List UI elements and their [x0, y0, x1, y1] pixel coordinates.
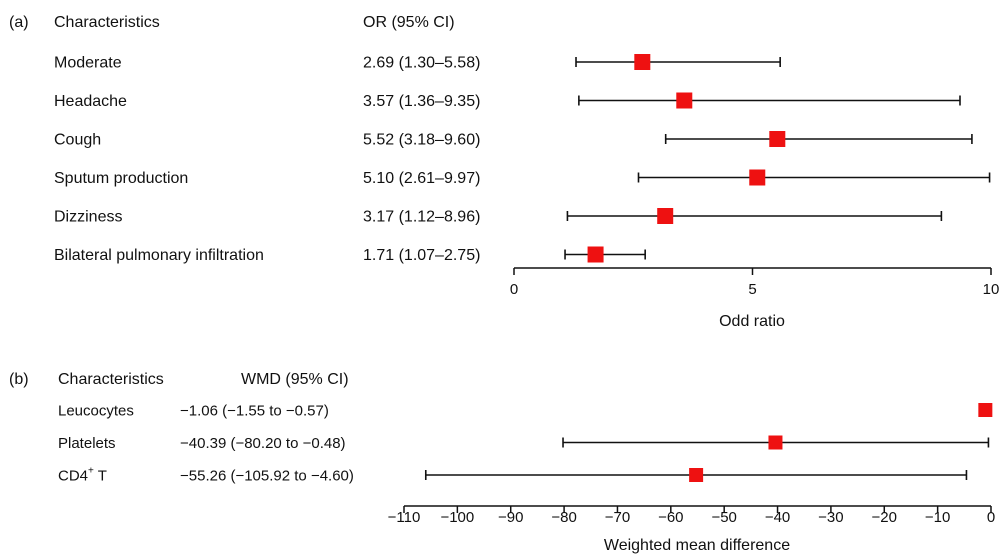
panel-b-estimate-marker [689, 468, 704, 482]
panel-b-row-label: Leucocytes [58, 403, 134, 420]
panel-b-x-tick-label: −10 [925, 509, 950, 526]
panel-a-row-estimate: 1.71 (1.07–2.75) [363, 247, 480, 264]
panel-a-x-tick-label: 0 [510, 281, 518, 298]
panel-b-row-estimate: −1.06 (−1.55 to −0.57) [180, 403, 329, 420]
panel-b-row-estimate: −55.26 (−105.92 to −4.60) [180, 468, 354, 485]
panel-a-x-tick-label: 5 [748, 281, 756, 298]
panel-a-header-characteristics: Characteristics [54, 14, 160, 31]
panel-b-x-tick-label: −30 [818, 509, 843, 526]
panel-a-estimate-marker [587, 246, 604, 263]
panel-a-row-estimate: 3.57 (1.36–9.35) [363, 93, 480, 110]
panel-b-x-ticks: −110 −100 −90 −80 −70 −60 −50 −40 −30 −20 −10 0 [388, 506, 995, 526]
panel-b-row-estimate: −40.39 (−80.20 to −0.48) [180, 435, 346, 452]
panel-b-x-tick-label: −110 [388, 509, 421, 526]
panel-b-estimate-marker [768, 435, 783, 450]
panel-b-x-axis-label: Weighted mean difference [604, 537, 790, 554]
panel-a-x-tick-label: 10 [983, 281, 1000, 298]
panel-a-row-label: Dizziness [54, 209, 122, 226]
panel-b-x-tick-label: −90 [498, 509, 523, 526]
panel-a-rows: Moderate 2.69 (1.30–5.58) Headache 3.57 (1.… [54, 54, 991, 264]
panel-b-x-tick-label: −50 [711, 509, 736, 526]
panel-a-estimate-marker [769, 131, 786, 147]
panel-b-x-tick-label: −60 [658, 509, 683, 526]
panel-a-row-label: Bilateral pulmonary infiltration [54, 247, 264, 264]
panel-a-row-estimate: 5.52 (3.18–9.60) [363, 132, 480, 149]
panel-b-estimate-marker [978, 403, 993, 417]
panel-b-row-label: CD4+ T [58, 466, 107, 485]
panel-b-header-characteristics: Characteristics [58, 371, 164, 388]
panel-a-label: (a) [9, 14, 29, 31]
panel-a-row-label: Moderate [54, 55, 122, 72]
panel-a-row-estimate: 3.17 (1.12–8.96) [363, 209, 480, 226]
panel-a-row-label: Cough [54, 132, 101, 149]
panel-a-header-estimate: OR (95% CI) [363, 14, 455, 31]
panel-b-label: (b) [9, 371, 29, 388]
panel-b-rows: Leucocytes −1.06 (−1.55 to −0.57) Platelet… [58, 403, 993, 485]
panel-b-x-tick-label: −70 [605, 509, 630, 526]
panel-b-x-tick-label: −80 [551, 509, 576, 526]
panel-a-row-estimate: 5.10 (2.61–9.97) [363, 170, 480, 187]
panel-b-x-tick-label: −20 [872, 509, 897, 526]
panel-b-row-label: Platelets [58, 435, 116, 452]
panel-a-row-label: Sputum production [54, 170, 188, 187]
panel-b-x-tick-label: −40 [765, 509, 790, 526]
panel-b-x-tick-label: 0 [987, 509, 995, 526]
panel-a-estimate-marker [634, 54, 651, 70]
panel-a-x-ticks: 0 5 10 [510, 268, 1000, 298]
panel-a-x-axis-label: Odd ratio [719, 313, 785, 330]
panel-b-header-estimate: WMD (95% CI) [241, 371, 349, 388]
panel-a-row-estimate: 2.69 (1.30–5.58) [363, 55, 480, 72]
panel-a-estimate-marker [676, 92, 693, 109]
panel-b-x-tick-label: −100 [440, 509, 474, 526]
panel-a-row-label: Headache [54, 93, 127, 110]
panel-a-estimate-marker [657, 208, 674, 224]
panel-a-estimate-marker [749, 169, 766, 186]
